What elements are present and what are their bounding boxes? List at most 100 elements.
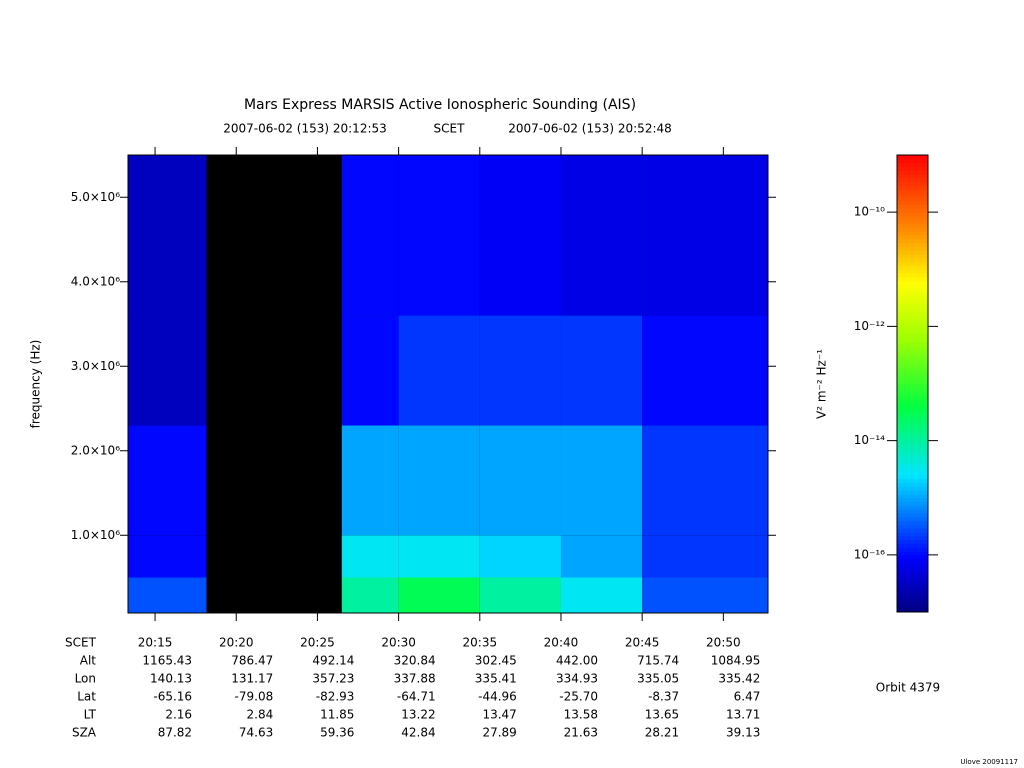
ephemeris-value: 715.74 — [637, 654, 679, 668]
colorbar-strip — [897, 570, 928, 575]
subtitle-start: 2007-06-02 (153) 20:12:53 — [223, 122, 387, 136]
ephemeris-value: 59.36 — [320, 726, 354, 740]
colorbar-strip — [897, 528, 928, 533]
colorbar-strip — [897, 375, 928, 381]
plot-frame — [127, 154, 769, 614]
ephemeris-value: 28.21 — [645, 726, 679, 740]
colorbar-strip — [897, 604, 928, 609]
spectrogram-cell — [341, 155, 399, 316]
spectrogram-cell — [128, 425, 207, 536]
colorbar-strip — [897, 383, 928, 388]
colorbar-strip — [897, 421, 928, 426]
spectrogram-cell — [398, 155, 480, 316]
colorbar-strip — [897, 554, 928, 560]
x-tick-label: 20:25 — [300, 636, 335, 650]
orbit-label: Orbit 4379 — [876, 681, 940, 695]
spectrogram-cell — [560, 315, 643, 426]
colorbar-strip — [897, 219, 928, 225]
colorbar-strip — [897, 448, 928, 453]
spectrogram-cell — [479, 577, 561, 613]
colorbar-strip — [897, 474, 928, 480]
colorbar-strip — [897, 516, 928, 522]
spectrogram-cell — [128, 535, 207, 578]
spectrogram-cell — [642, 577, 768, 613]
colorbar-strip — [897, 204, 928, 209]
ephemeris-value: 21.63 — [564, 726, 598, 740]
colorbar-strip — [897, 444, 928, 449]
ephemeris-value: 334.93 — [556, 672, 598, 686]
colorbar-strip — [897, 295, 928, 301]
spectrogram-cell — [341, 425, 399, 536]
colorbar-strip — [897, 238, 928, 244]
colorbar-strip — [897, 410, 928, 415]
spectrogram-cell — [642, 315, 768, 426]
colorbar-strip — [897, 471, 928, 476]
spectrogram-cell — [128, 315, 207, 426]
ephemeris-value: -8.37 — [648, 690, 679, 704]
colorbar-strip — [897, 532, 928, 537]
colorbar-strip — [897, 166, 928, 171]
colorbar-tick-label: 10⁻¹⁰ — [854, 205, 885, 219]
colorbar-strip — [897, 524, 928, 529]
ephemeris-value: -65.16 — [153, 690, 192, 704]
colorbar-strip — [897, 535, 928, 541]
ephemeris-value: 335.05 — [637, 672, 679, 686]
colorbar-strip — [897, 162, 928, 167]
colorbar-strip — [897, 455, 928, 461]
ephemeris-value: 320.84 — [394, 654, 436, 668]
colorbar-strip — [897, 337, 928, 343]
colorbar-strip — [897, 273, 928, 278]
colorbar-strip — [897, 406, 928, 411]
spectrogram-cell — [560, 535, 643, 578]
ephemeris-value: 2.84 — [247, 708, 274, 722]
colorbar-strip — [897, 391, 928, 396]
ephemeris-value: 13.22 — [401, 708, 435, 722]
x-tick-label: 20:40 — [544, 636, 579, 650]
colorbar-strip — [897, 429, 928, 434]
y-tick-label: 3.0×10⁶ — [71, 359, 120, 373]
y-tick-label: 1.0×10⁶ — [71, 528, 120, 542]
colorbar-strip — [897, 227, 928, 232]
colorbar-strip — [897, 379, 928, 384]
colorbar-strip — [897, 250, 928, 255]
spectrogram-cell — [479, 155, 561, 316]
colorbar-strip — [897, 158, 928, 164]
colorbar-strip — [897, 600, 928, 605]
ephemeris-name: SZA — [72, 726, 97, 740]
colorbar-strip — [897, 436, 928, 442]
colorbar-strip — [897, 174, 928, 179]
ephemeris-value: 140.13 — [150, 672, 192, 686]
colorbar-strip — [897, 280, 928, 285]
ephemeris-value: 11.85 — [320, 708, 354, 722]
colorbar-strip — [897, 292, 928, 297]
colorbar-strip — [897, 246, 928, 251]
colorbar-strip — [897, 566, 928, 571]
colorbar-strip — [897, 170, 928, 175]
colorbar-strip — [897, 512, 928, 518]
colorbar-strip — [897, 608, 928, 613]
colorbar-strip — [897, 589, 928, 594]
y-tick-label: 4.0×10⁶ — [71, 274, 120, 288]
colorbar-strip — [897, 577, 928, 583]
colorbar-strip — [897, 433, 928, 438]
x-tick-label: 20:15 — [138, 636, 173, 650]
spectrogram-cell — [341, 535, 399, 578]
colorbar-strip — [897, 459, 928, 464]
ephemeris-name: Lon — [75, 672, 96, 686]
colorbar-strip — [897, 467, 928, 472]
colorbar-strip — [897, 177, 928, 183]
colorbar-strip — [897, 196, 928, 202]
colorbar-strip — [897, 505, 928, 510]
ephemeris-name: LT — [84, 708, 97, 722]
colorbar-strip — [897, 212, 928, 217]
ephemeris-value: 302.45 — [475, 654, 517, 668]
colorbar-strip — [897, 181, 928, 186]
spectrogram-cell — [398, 315, 480, 426]
colorbar-strip — [897, 482, 928, 487]
spectrogram-cell — [398, 535, 480, 578]
ephemeris-value: -64.71 — [397, 690, 436, 704]
ephemeris-value: 13.71 — [726, 708, 760, 722]
ephemeris-value: 74.63 — [239, 726, 273, 740]
colorbar-strip — [897, 353, 928, 358]
colorbar-strip — [897, 208, 928, 213]
